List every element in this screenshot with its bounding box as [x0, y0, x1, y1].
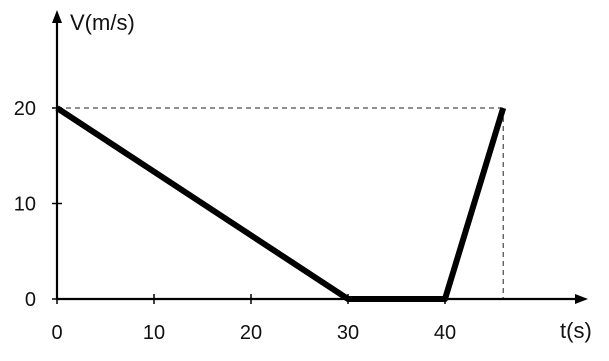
y-axis-arrow — [52, 10, 62, 23]
y-tick-label: 20 — [14, 98, 36, 120]
series — [55, 105, 507, 302]
x-axis-title: t(s) — [560, 318, 592, 343]
ticks: 0 10 20 30 40 0 10 20 — [14, 98, 456, 344]
reference-lines — [57, 107, 504, 299]
x-axis-arrow — [575, 294, 588, 304]
x-tick-label: 40 — [434, 322, 456, 344]
y-axis-title: V(m/s) — [70, 10, 135, 35]
series-line — [55, 105, 507, 302]
x-tick-label: 30 — [337, 322, 359, 344]
y-tick-label: 10 — [14, 194, 36, 216]
x-tick-label: 0 — [51, 322, 62, 344]
axes — [52, 10, 588, 304]
y-tick-label: 0 — [25, 289, 36, 311]
x-tick-label: 10 — [143, 322, 165, 344]
x-tick-label: 20 — [240, 322, 262, 344]
